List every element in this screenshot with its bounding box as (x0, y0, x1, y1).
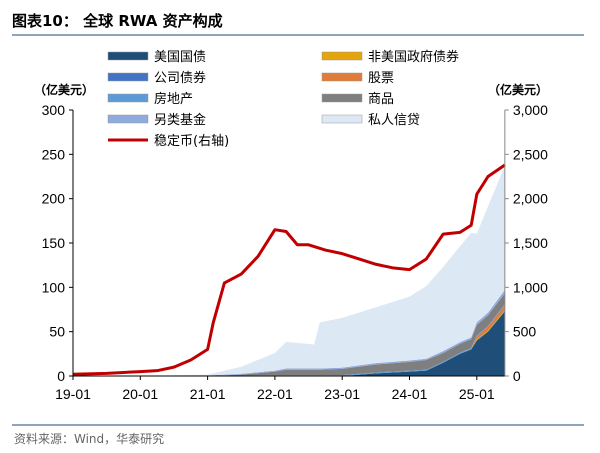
legend-swatch (321, 51, 363, 61)
legend-label: 公司债券 (154, 70, 206, 86)
ytick-label-left: 0 (57, 368, 65, 384)
xtick-label: 20-01 (122, 386, 158, 402)
ytick-label-left: 100 (42, 279, 66, 295)
ytick-label-right: 0 (513, 368, 521, 384)
legend-label: 房地产 (154, 91, 193, 107)
xtick-label: 21-01 (190, 386, 226, 402)
legend-swatch (321, 114, 363, 124)
ytick-label-right: 2,000 (513, 191, 548, 207)
ytick-label-right: 3,000 (513, 102, 548, 118)
xtick-label: 23-01 (324, 386, 360, 402)
legend-label: 私人信贷 (368, 113, 420, 128)
source-note: 资料来源：Wind，华泰研究 (14, 431, 164, 446)
legend-swatch (107, 93, 149, 103)
legend-swatch (321, 93, 363, 103)
left-unit: （亿美元） (34, 82, 94, 97)
ytick-label-right: 1,000 (513, 279, 548, 295)
right-unit: （亿美元） (488, 82, 548, 97)
area-series-7 (73, 165, 505, 376)
legend-label: 另类基金 (154, 112, 206, 128)
ytick-label-right: 2,500 (513, 146, 548, 162)
area-series-0 (73, 311, 505, 376)
ytick-label-left: 300 (42, 102, 66, 118)
legend-swatch (107, 72, 149, 82)
ytick-label-left: 50 (49, 324, 65, 340)
chart-title: 图表10： 全球 RWA 资产构成 (12, 12, 223, 30)
legend-label: 非美国政府债券 (368, 49, 459, 65)
line-stablecoin (72, 163, 506, 376)
xtick-label: 22-01 (257, 386, 293, 402)
legend-label: 美国国债 (154, 50, 206, 65)
legend-swatch (107, 114, 149, 124)
legend-swatch (107, 51, 149, 61)
ytick-label-left: 150 (42, 235, 66, 251)
xtick-label: 24-01 (392, 386, 428, 402)
legend-label: 稳定币(右轴) (154, 133, 229, 149)
legend-label: 商品 (368, 92, 394, 107)
ytick-label-left: 250 (42, 146, 66, 162)
xtick-label: 25-01 (459, 386, 495, 402)
xtick-label: 19-01 (55, 386, 91, 402)
legend-label: 股票 (368, 71, 394, 86)
legend-swatch (321, 72, 363, 82)
ytick-label-right: 1,500 (513, 235, 548, 251)
ytick-label-right: 500 (513, 324, 537, 340)
ytick-label-left: 200 (42, 191, 66, 207)
